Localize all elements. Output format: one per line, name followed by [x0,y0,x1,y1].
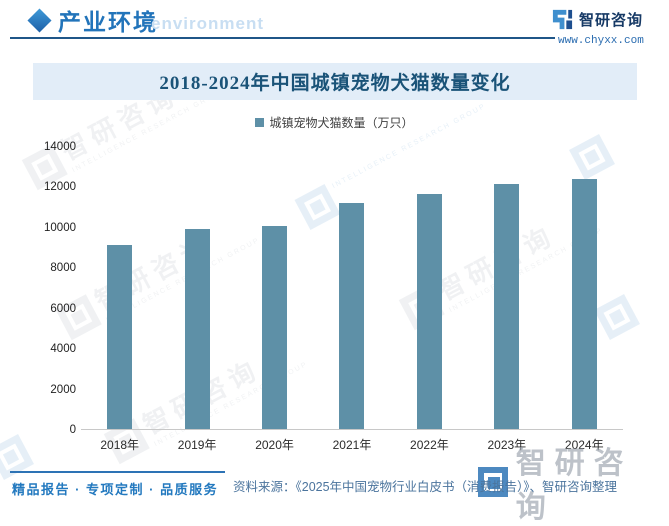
bar-column [468,147,545,429]
data-source: 资料来源：《2025年中国宠物行业白皮书（消费报告）》、智研咨询整理 [233,480,618,494]
brand-name: 智研咨询 [579,12,644,29]
bar-group [81,147,623,430]
bar-column [158,147,235,429]
bar-column [236,147,313,429]
x-axis-label: 2023年 [487,438,527,452]
x-axis-label: 2021年 [332,438,372,452]
bar-column [313,147,390,429]
x-axis-label: 2019年 [177,438,217,452]
bar [262,225,288,429]
x-axis-label: 2022年 [410,438,449,452]
bar [416,194,442,429]
bar [107,244,133,429]
x-axis-labels: 2018年 2019年 2020年 2021年 2022年 2023年 2024年 [81,436,623,453]
chart-legend: 城镇宠物犬猫数量（万只） [0,114,669,131]
bar [184,229,210,429]
section-subtitle: environment [151,14,265,33]
bar-column [546,147,623,429]
section-title: 产业环境 [58,10,158,35]
x-axis-label: 2020年 [255,438,294,452]
page-header: 产业环境 environment 智研咨询 www.chyxx.com [0,0,669,52]
y-axis-tick-label: 2000 [50,383,76,396]
y-axis-tick-label: 0 [69,424,76,436]
y-axis-tick-label: 4000 [50,343,76,356]
footer-divider [10,471,225,473]
watermark [0,434,34,480]
y-axis: 0 2000 4000 6000 8000 10000 12000 14000 [28,141,78,436]
legend-marker [255,118,265,127]
footer-brand-line: 精品报告 · 专项定制 · 品质服务 [12,482,219,497]
bar [339,202,365,429]
y-axis-tick-label: 12000 [44,181,76,194]
bar [571,179,597,429]
y-axis-tick-label: 6000 [50,302,76,315]
bar-column [81,147,158,429]
chart-title-band: 2018-2024年中国城镇宠物犬猫数量变化 [33,63,637,100]
brand-logo-watermark-icon [0,434,34,480]
x-axis-label: 2018年 [100,438,140,452]
y-axis-tick-label: 10000 [44,221,76,234]
y-axis-tick-label: 14000 [44,141,76,153]
brand-url[interactable]: www.chyxx.com [558,35,644,47]
chart-title: 2018-2024年中国城镇宠物犬猫数量变化 [159,73,511,94]
brand-logo-icon [552,9,573,30]
y-axis-tick-label: 8000 [50,262,76,275]
diamond-icon [27,8,52,33]
header-divider [10,37,555,39]
bar [494,184,520,429]
x-axis-label: 2024年 [564,438,604,452]
legend-label: 城镇宠物犬猫数量（万只） [269,116,414,130]
bar-column [391,147,468,429]
brand-block: 智研咨询 www.chyxx.com [551,8,661,47]
